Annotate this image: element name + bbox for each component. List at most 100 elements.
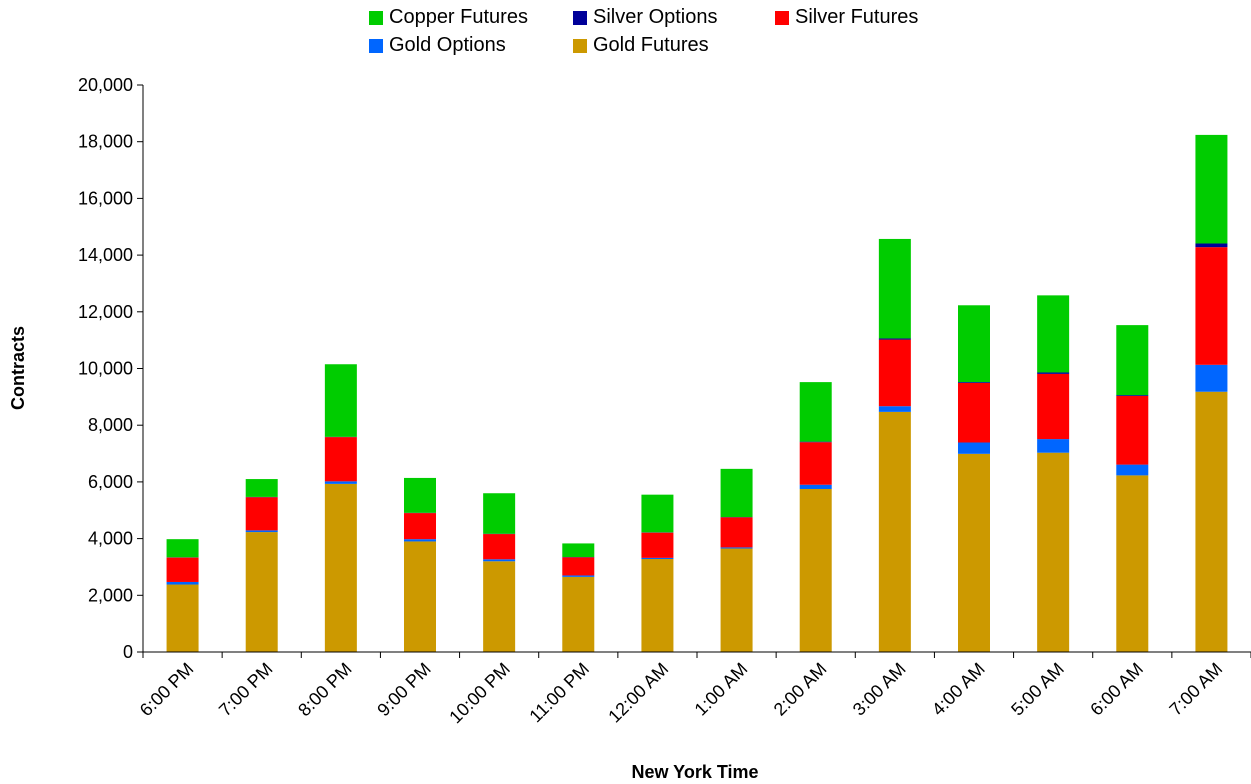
bar-copper-futures-4-00-am — [958, 305, 990, 383]
x-tick-label: 8:00 PM — [294, 659, 356, 721]
y-tick-label: 16,000 — [78, 188, 133, 208]
bar-silver-options-2-00-am — [799, 441, 832, 443]
x-tick-label: 10:00 PM — [445, 659, 514, 728]
y-tick-label: 14,000 — [78, 245, 133, 265]
bar-gold-futures-9-00-pm — [404, 541, 436, 652]
bar-gold-options-11-00-pm — [562, 575, 595, 577]
legend-item-silver-options: Silver Options — [573, 6, 718, 29]
bar-silver-futures-8-00-pm — [324, 437, 357, 482]
bar-gold-options-4-00-am — [958, 442, 990, 454]
y-tick-label: 6,000 — [88, 472, 133, 492]
bar-silver-futures-4-00-am — [958, 382, 990, 443]
legend-item-gold-futures: Gold Futures — [573, 34, 709, 57]
bar-silver-options-7-00-am — [1195, 243, 1228, 248]
legend-label-copper-futures: Copper Futures — [389, 6, 528, 28]
bar-gold-options-2-00-am — [799, 484, 832, 489]
bar-copper-futures-9-00-pm — [404, 477, 436, 513]
x-axis-title: New York Time — [631, 762, 758, 782]
bar-gold-options-9-00-pm — [404, 539, 436, 542]
legend-item-gold-options: Gold Options — [369, 34, 506, 57]
bar-silver-futures-6-00-am — [1116, 396, 1149, 465]
bar-copper-futures-7-00-pm — [245, 479, 278, 497]
y-axis-title: Contracts — [8, 326, 28, 410]
bar-gold-futures-11-00-pm — [562, 576, 595, 652]
legend-item-silver-futures: Silver Futures — [775, 6, 918, 29]
bar-gold-futures-3-00-am — [878, 411, 911, 652]
legend-item-copper-futures: Copper Futures — [369, 6, 528, 29]
y-tick-label: 8,000 — [88, 415, 133, 435]
bar-silver-futures-10-00-pm — [483, 534, 516, 560]
bar-silver-futures-3-00-am — [878, 339, 911, 407]
y-tick-label: 20,000 — [78, 75, 133, 95]
y-tick-label: 10,000 — [78, 359, 133, 379]
x-tick-label: 9:00 PM — [373, 659, 435, 721]
bar-copper-futures-12-00-am — [641, 494, 674, 533]
bar-silver-options-5-00-am — [1037, 372, 1070, 374]
bar-copper-futures-5-00-am — [1037, 295, 1070, 373]
bar-silver-futures-7-00-pm — [245, 497, 278, 531]
x-tick-label: 2:00 AM — [770, 659, 831, 720]
legend-swatch-gold-options — [369, 38, 383, 53]
legend-swatch-silver-options — [573, 10, 587, 25]
bar-copper-futures-10-00-pm — [483, 493, 516, 534]
legend-label-silver-futures: Silver Futures — [795, 6, 919, 28]
bar-copper-futures-7-00-am — [1195, 134, 1228, 244]
bars-group — [166, 134, 1228, 652]
bar-copper-futures-6-00-pm — [166, 539, 199, 558]
bar-silver-futures-2-00-am — [799, 442, 832, 485]
bar-gold-options-8-00-pm — [324, 481, 357, 484]
bar-silver-options-3-00-am — [878, 338, 911, 340]
bar-gold-options-6-00-pm — [166, 581, 199, 585]
bar-gold-options-12-00-am — [641, 557, 674, 560]
bar-gold-futures-10-00-pm — [483, 561, 516, 652]
bar-silver-futures-9-00-pm — [404, 513, 436, 540]
bar-silver-futures-11-00-pm — [562, 557, 595, 576]
bar-gold-options-6-00-am — [1116, 464, 1149, 476]
bar-gold-futures-12-00-am — [641, 559, 674, 652]
bar-silver-futures-12-00-am — [641, 532, 674, 558]
x-tick-label: 3:00 AM — [849, 659, 910, 720]
x-tick-label: 5:00 AM — [1007, 659, 1068, 720]
bar-gold-options-10-00-pm — [483, 559, 516, 562]
bar-gold-futures-1-00-am — [720, 548, 753, 652]
bar-gold-futures-6-00-am — [1116, 475, 1149, 652]
bar-gold-options-5-00-am — [1037, 439, 1070, 453]
bar-silver-futures-1-00-am — [720, 517, 753, 548]
bar-silver-options-6-00-am — [1116, 395, 1149, 396]
bar-silver-futures-5-00-am — [1037, 373, 1070, 440]
bar-gold-options-7-00-pm — [245, 530, 278, 533]
bar-gold-futures-7-00-pm — [245, 532, 278, 652]
bar-gold-options-7-00-am — [1195, 364, 1228, 392]
bar-copper-futures-8-00-pm — [324, 364, 357, 437]
bar-gold-futures-4-00-am — [958, 453, 990, 652]
bar-silver-options-4-00-am — [958, 382, 990, 383]
bar-copper-futures-1-00-am — [720, 468, 753, 518]
legend-label-gold-futures: Gold Futures — [593, 34, 709, 56]
bar-gold-options-1-00-am — [720, 547, 753, 549]
bar-copper-futures-3-00-am — [878, 238, 911, 339]
legend-swatch-silver-futures — [775, 10, 789, 25]
bar-copper-futures-11-00-pm — [562, 543, 595, 558]
bar-gold-futures-7-00-am — [1195, 391, 1228, 652]
bar-copper-futures-6-00-am — [1116, 325, 1149, 396]
y-tick-label: 4,000 — [88, 529, 133, 549]
y-tick-label: 18,000 — [78, 132, 133, 152]
chart-legend: Copper Futures Silver Options Silver Fut… — [0, 0, 1251, 70]
x-tick-label: 7:00 PM — [215, 659, 277, 721]
x-tick-label: 6:00 AM — [1086, 659, 1147, 720]
x-tick-label: 7:00 AM — [1165, 659, 1226, 720]
bar-silver-futures-7-00-am — [1195, 247, 1228, 365]
x-tick-label: 1:00 AM — [691, 659, 752, 720]
legend-swatch-gold-futures — [573, 38, 587, 53]
bar-gold-futures-8-00-pm — [324, 483, 357, 652]
bar-gold-options-3-00-am — [878, 406, 911, 412]
bar-gold-futures-2-00-am — [799, 488, 832, 652]
legend-swatch-copper-futures — [369, 10, 383, 25]
bar-gold-futures-5-00-am — [1037, 452, 1070, 652]
bar-copper-futures-2-00-am — [799, 382, 832, 442]
x-tick-label: 4:00 AM — [928, 659, 989, 720]
bar-silver-futures-6-00-pm — [166, 557, 199, 582]
x-tick-label: 12:00 AM — [604, 659, 672, 727]
bar-gold-futures-6-00-pm — [166, 584, 199, 652]
